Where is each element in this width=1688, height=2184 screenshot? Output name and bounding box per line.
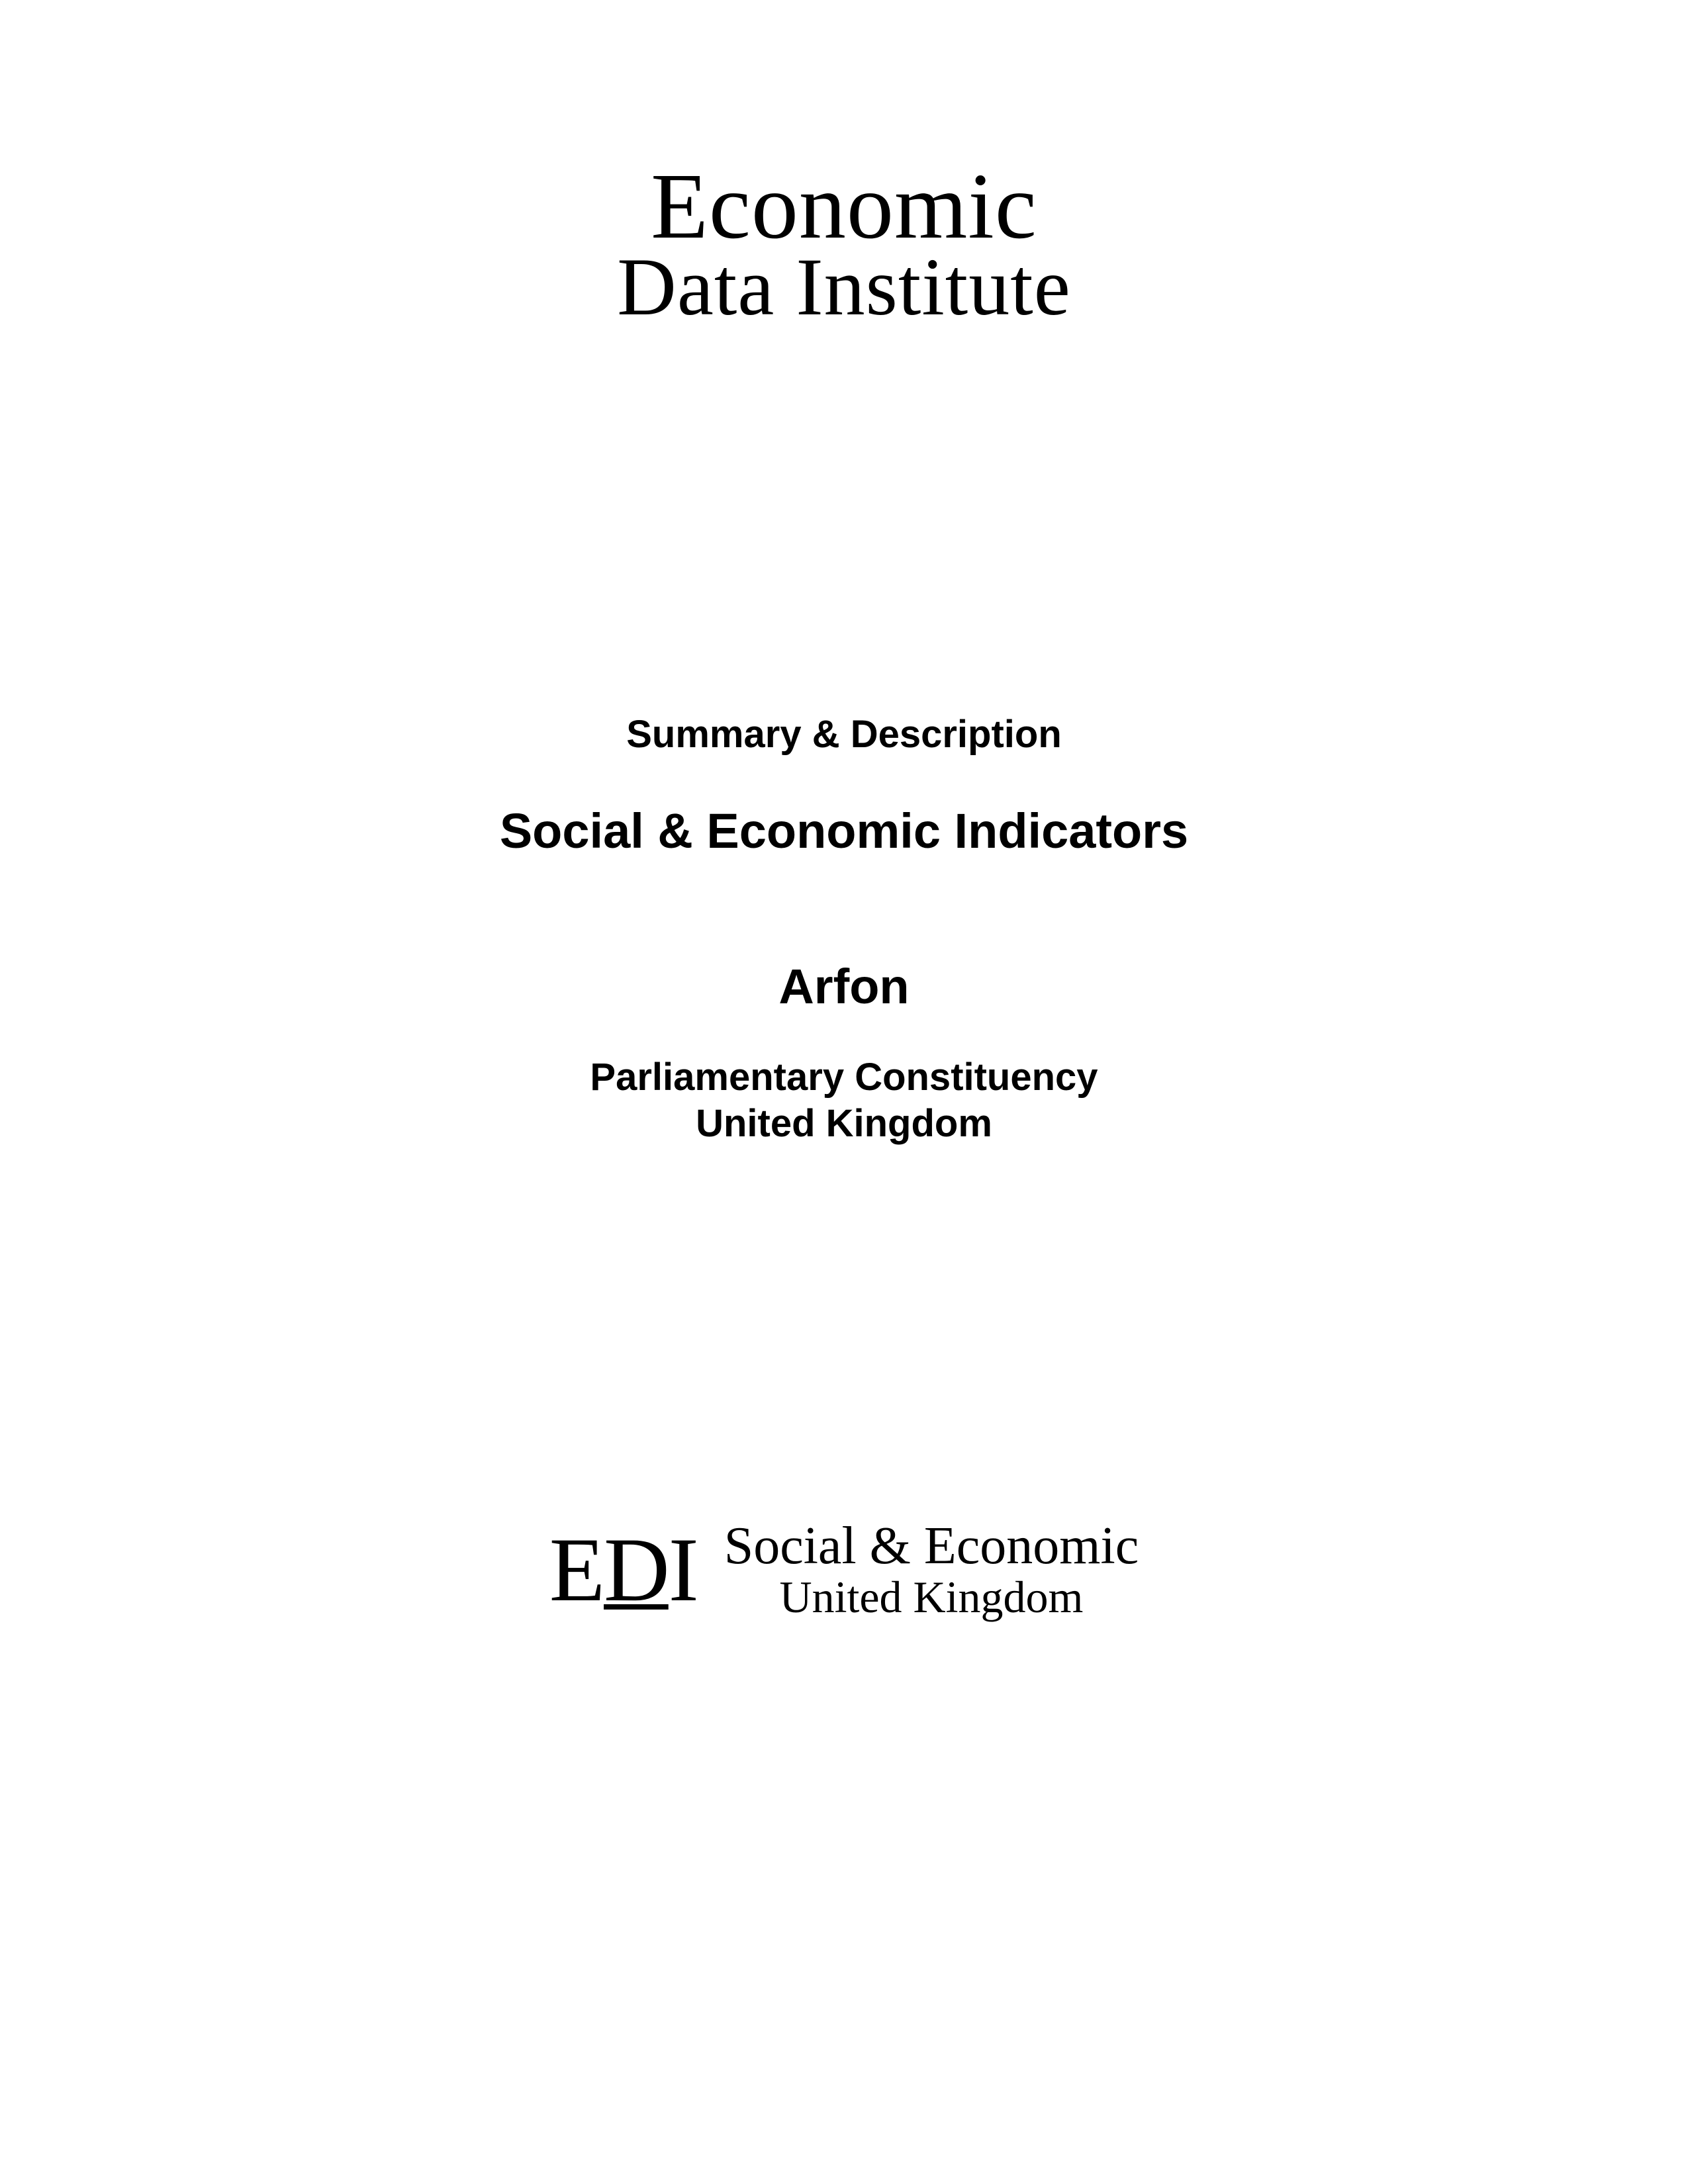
bottom-logo-line1: Social & Economic	[724, 1518, 1139, 1574]
top-logo-line2: Data Institute	[617, 246, 1070, 328]
bottom-logo-line2: United Kingdom	[724, 1574, 1139, 1621]
location-name: Arfon	[500, 958, 1188, 1015]
summary-description-label: Summary & Description	[500, 712, 1188, 756]
top-logo-line1: Economic	[617, 159, 1070, 253]
edi-letter-e: E	[549, 1517, 604, 1622]
constituency-line2: United Kingdom	[500, 1101, 1188, 1147]
bottom-logo: EDI Social & Economic United Kingdom	[549, 1517, 1139, 1622]
edi-letter-i: I	[669, 1517, 698, 1622]
bottom-logo-text: Social & Economic United Kingdom	[724, 1518, 1139, 1621]
edi-mark: EDI	[549, 1517, 698, 1622]
constituency-line1: Parliamentary Constituency	[500, 1054, 1188, 1101]
page-container: Economic Data Institute Summary & Descri…	[0, 0, 1688, 2184]
constituency-label: Parliamentary Constituency United Kingdo…	[500, 1054, 1188, 1146]
edi-letter-d: D	[604, 1517, 669, 1622]
subtitle-section: Summary & Description Social & Economic …	[500, 712, 1188, 1146]
top-logo: Economic Data Institute	[617, 159, 1070, 328]
main-title: Social & Economic Indicators	[500, 803, 1188, 859]
